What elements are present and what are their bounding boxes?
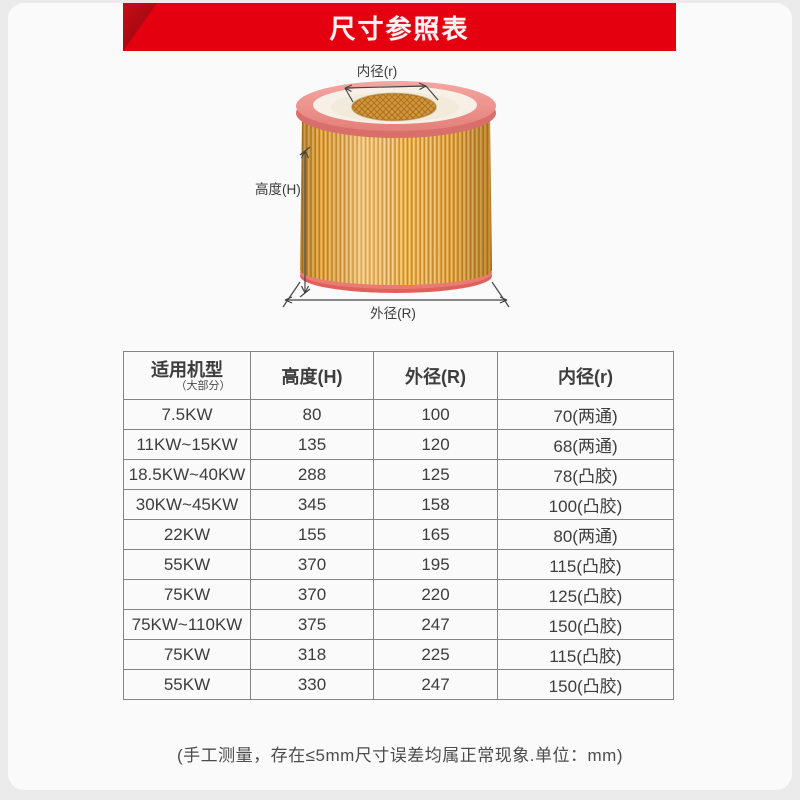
table-cell: 11KW~15KW (123, 429, 251, 460)
product-card: 尺寸参照表 (8, 3, 792, 790)
table-cell: 125(凸胶) (497, 579, 674, 610)
table-cell: 55KW (123, 669, 251, 700)
table-cell: 75KW (123, 579, 251, 610)
table-cell: 18.5KW~40KW (123, 459, 251, 490)
dimension-labels: 内径(r) 高度(H) 外径(R) (255, 64, 416, 321)
table-cell: 150(凸胶) (497, 669, 674, 700)
table-cell: 135 (250, 429, 374, 460)
table-cell: 75KW (123, 639, 251, 670)
table-cell: 330 (250, 669, 374, 700)
spec-table-body: 7.5KW 80 100 70(两通) 11KW~15KW 135 120 68(两通) 18.… (123, 399, 674, 700)
header-height: 高度(H) (250, 351, 374, 400)
height-label: 高度(H) (255, 181, 301, 197)
table-cell: 80 (250, 399, 374, 430)
header-model: 适用机型 （大部分） (123, 351, 251, 400)
table-cell: 220 (373, 579, 498, 610)
table-cell: 78(凸胶) (497, 459, 674, 490)
table-cell: 70(两通) (497, 399, 674, 430)
table-cell: 195 (373, 549, 498, 580)
table-cell: 125 (373, 459, 498, 490)
dimension-lines (282, 82, 510, 308)
banner-accent-wedge (123, 3, 157, 51)
filter-body (300, 98, 492, 286)
table-row: 75KW 318 225 115(凸胶) (123, 639, 674, 670)
table-cell: 247 (373, 609, 498, 640)
table-cell: 80(两通) (497, 519, 674, 550)
spec-table: 适用机型 （大部分） 高度(H) 外径(R) 内径(r) 7.5KW 80 100 7… (123, 351, 674, 700)
table-row: 75KW~110KW 375 247 150(凸胶) (123, 609, 674, 640)
table-cell: 115(凸胶) (497, 549, 674, 580)
table-cell: 345 (250, 489, 374, 520)
table-row: 55KW 330 247 150(凸胶) (123, 669, 674, 700)
table-cell: 100(凸胶) (497, 489, 674, 520)
title-banner: 尺寸参照表 (123, 3, 676, 51)
table-cell: 225 (373, 639, 498, 670)
table-cell: 68(两通) (497, 429, 674, 460)
table-cell: 55KW (123, 549, 251, 580)
header-inner-diameter: 内径(r) (497, 351, 674, 400)
table-row: 55KW 370 195 115(凸胶) (123, 549, 674, 580)
table-cell: 120 (373, 429, 498, 460)
table-cell: 158 (373, 489, 498, 520)
air-filter-illustration: 内径(r) 高度(H) 外径(R) (255, 64, 510, 321)
table-row: 75KW 370 220 125(凸胶) (123, 579, 674, 610)
table-cell: 100 (373, 399, 498, 430)
inner-diameter-label: 内径(r) (357, 64, 398, 79)
table-cell: 318 (250, 639, 374, 670)
table-cell: 22KW (123, 519, 251, 550)
table-cell: 375 (250, 609, 374, 640)
table-row: 18.5KW~40KW 288 125 78(凸胶) (123, 459, 674, 490)
table-row: 7.5KW 80 100 70(两通) (123, 399, 674, 430)
header-model-subnote: （大部分） (175, 379, 231, 392)
table-cell: 7.5KW (123, 399, 251, 430)
table-cell: 370 (250, 579, 374, 610)
table-cell: 75KW~110KW (123, 609, 251, 640)
outer-diameter-label: 外径(R) (370, 306, 416, 321)
header-row: 适用机型 （大部分） 高度(H) 外径(R) 内径(r) (123, 351, 674, 400)
filter-inner-hole (352, 93, 436, 121)
spec-table-header: 适用机型 （大部分） 高度(H) 外径(R) 内径(r) (123, 351, 674, 400)
page-title: 尺寸参照表 (329, 13, 470, 44)
table-cell: 155 (250, 519, 374, 550)
product-figure: 内径(r) 高度(H) 外径(R) (245, 52, 545, 330)
measurement-note: (手工测量，存在≤5mm尺寸误差均属正常现象.单位：mm) (177, 746, 623, 765)
filter-top-rim (296, 81, 496, 138)
header-model-label: 适用机型 (151, 359, 223, 380)
table-cell: 288 (250, 459, 374, 490)
table-row: 11KW~15KW 135 120 68(两通) (123, 429, 674, 460)
header-outer-diameter: 外径(R) (373, 351, 498, 400)
table-cell: 115(凸胶) (497, 639, 674, 670)
table-cell: 30KW~45KW (123, 489, 251, 520)
table-cell: 150(凸胶) (497, 609, 674, 640)
table-row: 22KW 155 165 80(两通) (123, 519, 674, 550)
table-cell: 165 (373, 519, 498, 550)
table-cell: 247 (373, 669, 498, 700)
table-cell: 370 (250, 549, 374, 580)
table-row: 30KW~45KW 345 158 100(凸胶) (123, 489, 674, 520)
